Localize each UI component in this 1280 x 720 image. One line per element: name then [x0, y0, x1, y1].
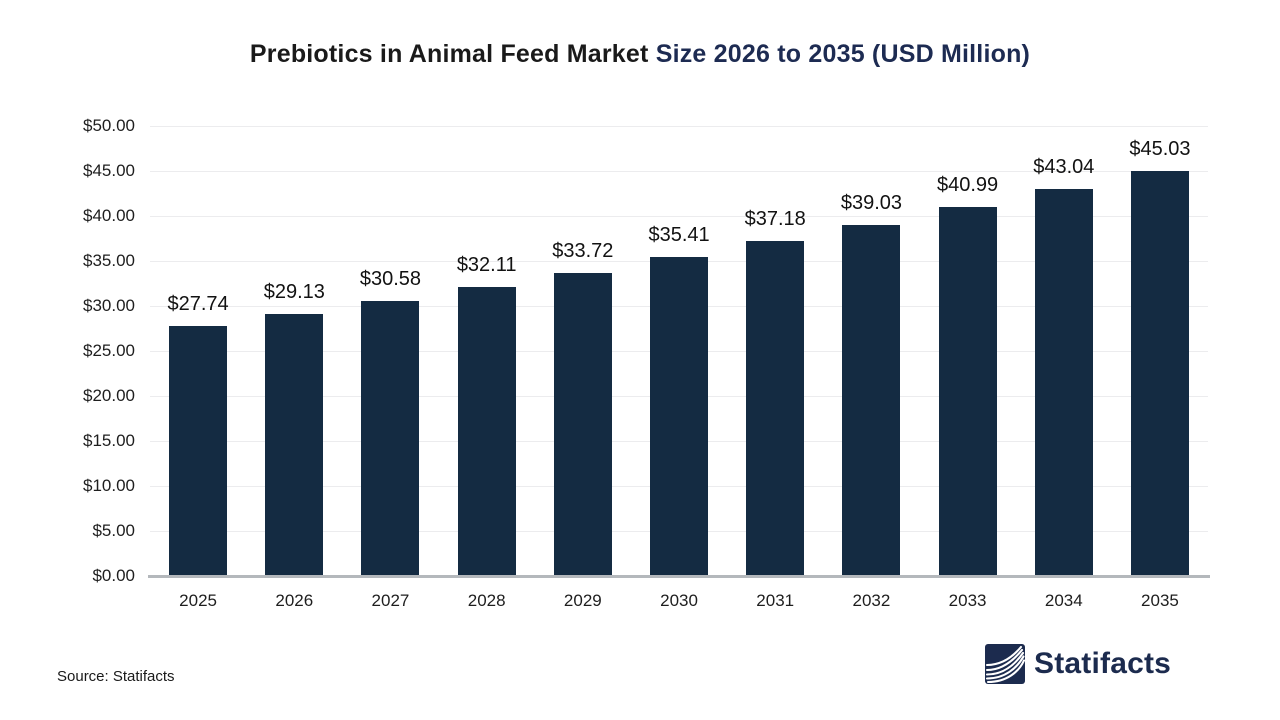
- bar-slot: $32.11 2028: [439, 126, 535, 610]
- x-axis-tick-label: 2034: [1044, 591, 1083, 610]
- y-axis-tick-label: $30.00: [83, 296, 135, 315]
- x-axis-tick-label: 2035: [1141, 591, 1179, 610]
- bar-2028: [457, 287, 516, 576]
- x-axis-tick-label: 2029: [563, 591, 602, 610]
- bar-value-label: $29.13: [263, 280, 325, 303]
- bar-slot: $37.18 2031: [727, 126, 823, 610]
- y-axis-tick-label: $45.00: [83, 161, 135, 180]
- chart-title-part2: Size 2026 to 2035 (USD Million): [655, 40, 1031, 68]
- bar-2034: [1034, 188, 1093, 576]
- bar-value-label: $45.03: [1129, 137, 1191, 160]
- bar-value-label: $43.04: [1033, 155, 1095, 178]
- y-axis-tick-label: $20.00: [83, 386, 135, 405]
- bar-slot: $45.03 2035: [1112, 126, 1208, 610]
- x-axis-tick-label: 2033: [948, 591, 987, 610]
- bar-value-label: $33.72: [552, 239, 614, 262]
- x-axis-tick-label: 2032: [852, 591, 891, 610]
- y-axis-tick-label: $0.00: [92, 566, 135, 585]
- bar-2033: [938, 207, 997, 576]
- bar-2029: [553, 272, 612, 576]
- bar-slot: $39.03 2032: [823, 126, 919, 610]
- plot-area: $27.74 2025 $29.13 2026 $30.58 2027 $32.11 2028…: [150, 126, 1208, 610]
- bar-2035: [1130, 170, 1189, 576]
- bar-value-label: $40.99: [937, 174, 999, 197]
- x-axis-line: [148, 575, 1210, 578]
- bar-slot: $29.13 2026: [246, 126, 342, 610]
- x-axis-tick-label: 2031: [756, 591, 795, 610]
- bar-2031: [746, 241, 805, 576]
- x-axis-tick-label: 2027: [371, 591, 410, 610]
- y-axis-tick-label: $40.00: [83, 206, 135, 225]
- y-axis-tick-label: $35.00: [83, 251, 135, 270]
- y-axis-tick-label: $10.00: [83, 476, 135, 495]
- bar-2025: [169, 326, 228, 576]
- x-axis-tick-label: 2025: [179, 591, 218, 610]
- brand-logo: Statifacts: [985, 644, 1171, 684]
- bar-2026: [265, 313, 324, 576]
- y-axis-tick-label: $50.00: [83, 116, 135, 135]
- bars-layer: $27.74 2025 $29.13 2026 $30.58 2027 $32.11 2028…: [150, 126, 1208, 610]
- x-axis-tick-label: 2028: [467, 591, 506, 610]
- bar-2027: [361, 300, 420, 576]
- bar-2030: [650, 257, 709, 576]
- chart-title: Prebiotics in Animal Feed Market Size 20…: [0, 40, 1280, 69]
- source-text: Source: Statifacts: [57, 668, 175, 685]
- x-axis-tick-label: 2026: [275, 591, 314, 610]
- y-axis-tick-label: $15.00: [83, 431, 135, 450]
- gridline: [150, 171, 1208, 172]
- y-axis-tick-label: $5.00: [92, 521, 135, 540]
- bar-value-label: $35.41: [648, 224, 710, 247]
- bar-value-label: $37.18: [744, 208, 806, 231]
- bar-slot: $33.72 2029: [535, 126, 631, 610]
- bar-2032: [842, 224, 901, 576]
- bar-slot: $40.99 2033: [920, 126, 1016, 610]
- bar-value-label: $30.58: [359, 267, 422, 290]
- bar-value-label: $27.74: [167, 293, 229, 316]
- bar-slot: $43.04 2034: [1016, 126, 1112, 610]
- bar-value-label: $32.11: [456, 254, 517, 277]
- gridline: [150, 216, 1208, 217]
- bar-value-label: $39.03: [840, 191, 902, 214]
- statifacts-logo-icon: [985, 644, 1026, 684]
- y-axis-tick-label: $25.00: [83, 341, 135, 360]
- gridline: [150, 126, 1208, 127]
- chart-title-part1: Prebiotics in Animal Feed Market: [249, 40, 656, 68]
- brand-name: Statifacts: [1034, 647, 1172, 680]
- bar-slot: $27.74 2025: [150, 126, 246, 610]
- bar-slot: $35.41 2030: [631, 126, 727, 610]
- bar-slot: $30.58 2027: [342, 126, 438, 610]
- x-axis-tick-label: 2030: [660, 591, 698, 610]
